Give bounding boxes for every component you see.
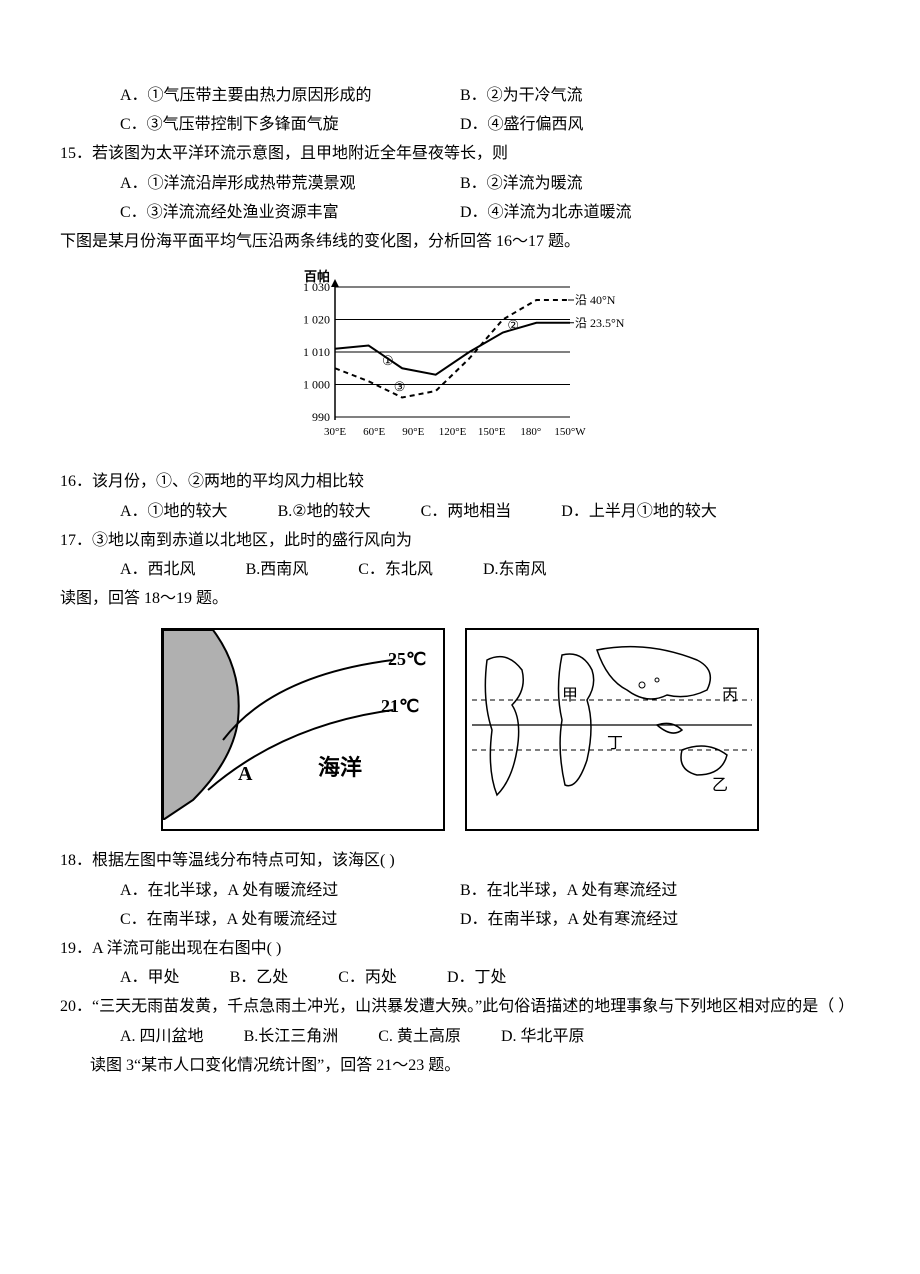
q20-option-b: B.长江三角洲 (244, 1023, 339, 1050)
q20-option-c: C. 黄土高原 (378, 1023, 461, 1050)
q16-option-b: B.②地的较大 (278, 498, 371, 525)
svg-text:1 010: 1 010 (303, 345, 330, 359)
q20-stem: 20．“三天无雨苗发黄，千点急雨土冲光，山洪暴发遭大殃。”此句俗语描述的地理事象… (60, 993, 860, 1020)
q15-stem: 15．若该图为太平洋环流示意图，且甲地附近全年昼夜等长，则 (60, 140, 860, 167)
q16-option-c: C．两地相当 (421, 498, 512, 525)
svg-text:乙: 乙 (712, 777, 728, 794)
q16-option-d: D．上半月①地的较大 (561, 498, 717, 525)
q15-option-c: C．③洋流流经处渔业资源丰富 (120, 199, 460, 226)
isotherm-map: 25℃ 21℃ A 海洋 (161, 628, 445, 831)
svg-text:150°E: 150°E (478, 426, 506, 438)
svg-text:120°E: 120°E (439, 426, 467, 438)
q16-stem: 16．该月份，①、②两地的平均风力相比较 (60, 468, 860, 495)
svg-text:1 020: 1 020 (303, 313, 330, 327)
svg-text:30°E: 30°E (324, 426, 346, 438)
q15-option-a: A．①洋流沿岸形成热带荒漠景观 (120, 170, 460, 197)
svg-text:990: 990 (312, 410, 330, 424)
svg-text:甲: 甲 (562, 687, 578, 704)
svg-text:150°W: 150°W (554, 426, 586, 438)
svg-text:沿 23.5°N: 沿 23.5°N (575, 316, 625, 330)
q20-option-a: A. 四川盆地 (120, 1023, 204, 1050)
svg-text:90°E: 90°E (402, 426, 424, 438)
svg-text:②: ② (507, 317, 519, 332)
svg-text:③: ③ (394, 379, 406, 394)
q17-option-d: D.东南风 (483, 556, 547, 583)
q17-option-c: C．东北风 (358, 556, 433, 583)
q14-option-d: D．④盛行偏西风 (460, 111, 800, 138)
intro-18-19: 读图，回答 18～19 题。 (60, 585, 860, 612)
q14-option-c: C．③气压带控制下多锋面气旋 (120, 111, 460, 138)
svg-text:海洋: 海洋 (318, 755, 362, 780)
q15-option-d: D．④洋流为北赤道暖流 (460, 199, 800, 226)
q19-stem: 19．A 洋流可能出现在右图中( ) (60, 935, 860, 962)
svg-text:A: A (238, 763, 253, 785)
svg-text:沿 40°N: 沿 40°N (575, 293, 616, 307)
svg-text:1 000: 1 000 (303, 378, 330, 392)
svg-text:①: ① (382, 353, 394, 368)
q19-option-c: C．丙处 (338, 964, 397, 991)
q15-option-b: B．②洋流为暖流 (460, 170, 800, 197)
q19-option-a: A．甲处 (120, 964, 180, 991)
q19-option-d: D．丁处 (447, 964, 507, 991)
q14-option-b: B．②为干冷气流 (460, 82, 800, 109)
q17-option-a: A．西北风 (120, 556, 196, 583)
svg-text:1 030: 1 030 (303, 280, 330, 294)
svg-text:180°: 180° (520, 426, 541, 438)
q18-option-a: A．在北半球，A 处有暖流经过 (120, 877, 460, 904)
svg-text:丙: 丙 (722, 687, 738, 704)
q18-option-b: B．在北半球，A 处有寒流经过 (460, 877, 800, 904)
q18-option-c: C．在南半球，A 处有暖流经过 (120, 906, 460, 933)
q17-option-b: B.西南风 (246, 556, 309, 583)
q14-option-a: A．①气压带主要由热力原因形成的 (120, 82, 460, 109)
pressure-chart: 百帕1 0301 0201 0101 00099030°E60°E90°E120… (60, 267, 860, 456)
svg-text:21℃: 21℃ (381, 696, 419, 716)
q17-stem: 17．③地以南到赤道以北地区，此时的盛行风向为 (60, 527, 860, 554)
svg-text:60°E: 60°E (363, 426, 385, 438)
intro-21-23: 读图 3“某市人口变化情况统计图”，回答 21～23 题。 (60, 1052, 860, 1079)
q19-option-b: B．乙处 (230, 964, 289, 991)
q18-option-d: D．在南半球，A 处有寒流经过 (460, 906, 800, 933)
svg-text:25℃: 25℃ (388, 649, 426, 669)
q20-option-d: D. 华北平原 (501, 1023, 585, 1050)
world-map: 甲乙 丙丁 (465, 628, 759, 831)
q16-option-a: A．①地的较大 (120, 498, 228, 525)
intro-16-17: 下图是某月份海平面平均气压沿两条纬线的变化图，分析回答 16～17 题。 (60, 228, 860, 255)
svg-text:丁: 丁 (607, 735, 623, 752)
q18-stem: 18．根据左图中等温线分布特点可知，该海区( ) (60, 847, 860, 874)
